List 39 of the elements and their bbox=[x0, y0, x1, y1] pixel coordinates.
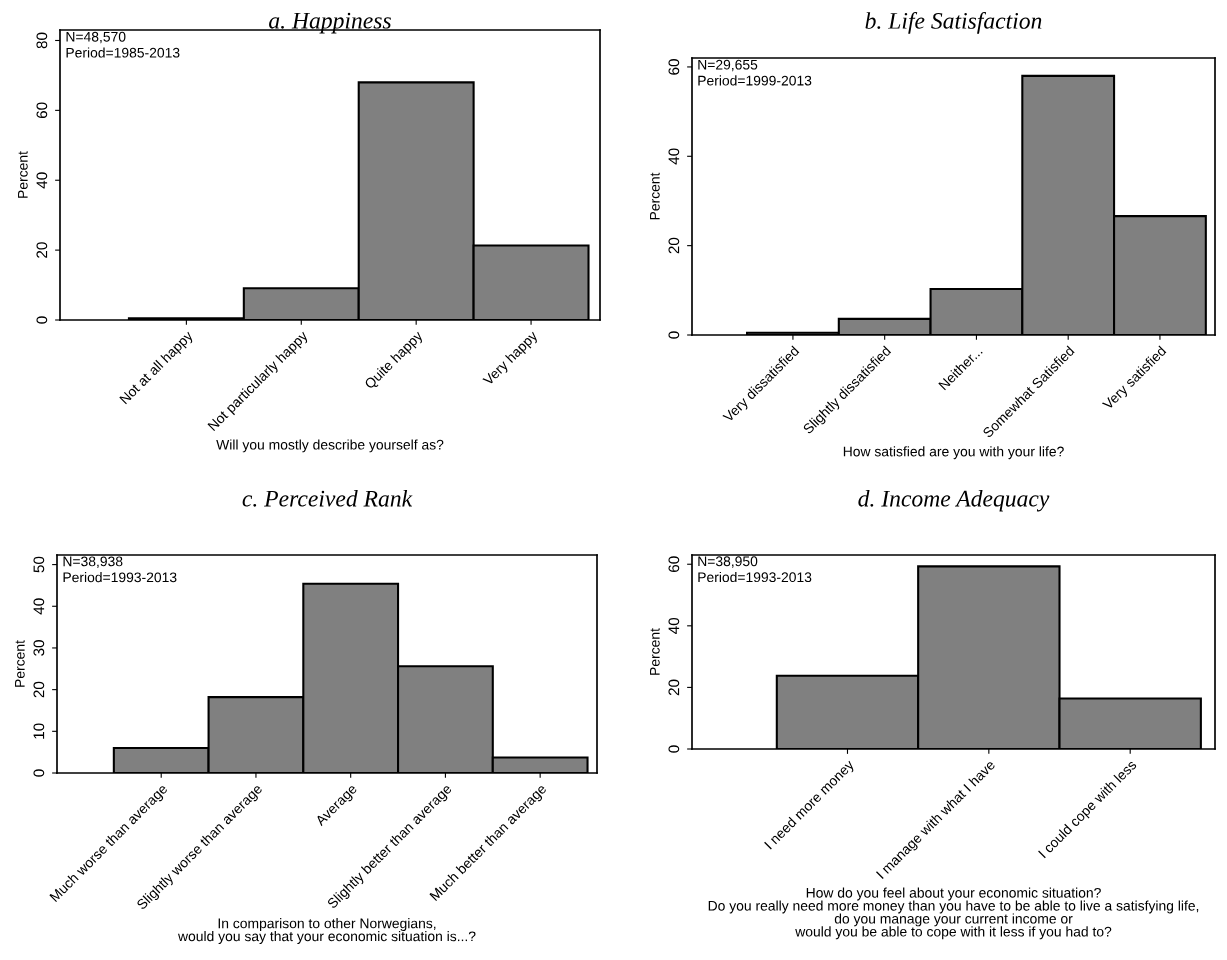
y-tick-label: 0 bbox=[36, 316, 48, 324]
annotation: N=38,950 bbox=[698, 556, 758, 568]
y-tick-label: 40 bbox=[668, 617, 680, 634]
x-axis-title: In comparison to other Norwegians, would you say that your economic situation is...? bbox=[177, 918, 476, 944]
x-axis-title: How do you feel about your economic situation? Do you really need more money than you have to be able to live a satisfying life, do you manage your current income or would you be able to cope with it less if you had to? bbox=[708, 887, 1199, 940]
chart-title: b. Life Satisfaction bbox=[865, 12, 1042, 34]
annotation: Period=1993-2013 bbox=[698, 571, 812, 583]
y-tick-label: 50 bbox=[33, 556, 45, 573]
y-tick-label: 40 bbox=[36, 172, 48, 189]
y-axis-title: Percent bbox=[650, 172, 660, 220]
y-tick-label: 40 bbox=[33, 598, 45, 615]
chart-title: c. Perceived Rank bbox=[242, 490, 413, 507]
y-tick-label: 10 bbox=[33, 723, 45, 739]
y-tick-label: 0 bbox=[668, 331, 680, 339]
y-tick-label: 30 bbox=[33, 640, 45, 656]
y-tick-label: 60 bbox=[668, 556, 680, 572]
annotation: Period=1985-2013 bbox=[66, 47, 180, 58]
annotation: Period=1993-2013 bbox=[63, 572, 177, 583]
annotation: N=38,938 bbox=[63, 556, 123, 568]
annotation: N=29,655 bbox=[698, 59, 758, 72]
y-tick-label: 0 bbox=[33, 769, 45, 777]
x-axis-title: Will you mostly describe yourself as? bbox=[216, 439, 444, 453]
y-tick-label: 60 bbox=[668, 59, 680, 75]
y-tick-label: 60 bbox=[36, 102, 48, 119]
chart-title: d. Income Adequacy bbox=[858, 490, 1050, 512]
y-tick-label: 20 bbox=[33, 681, 45, 698]
y-tick-label: 0 bbox=[668, 745, 680, 753]
y-axis-title: Percent bbox=[650, 628, 660, 675]
y-tick-label: 80 bbox=[36, 32, 48, 49]
annotation: N=48,570 bbox=[66, 31, 126, 44]
annotation: Period=1999-2013 bbox=[698, 75, 812, 86]
y-axis-title: Percent bbox=[15, 640, 25, 687]
y-tick-label: 20 bbox=[36, 242, 48, 258]
chart-title: a. Happiness bbox=[269, 12, 391, 34]
y-tick-label: 20 bbox=[668, 237, 680, 254]
y-tick-label: 20 bbox=[668, 679, 680, 696]
x-axis-title: How satisfied are you with your life? bbox=[843, 446, 1064, 460]
y-tick-label: 40 bbox=[668, 148, 680, 165]
y-axis-title: Percent bbox=[18, 151, 28, 198]
